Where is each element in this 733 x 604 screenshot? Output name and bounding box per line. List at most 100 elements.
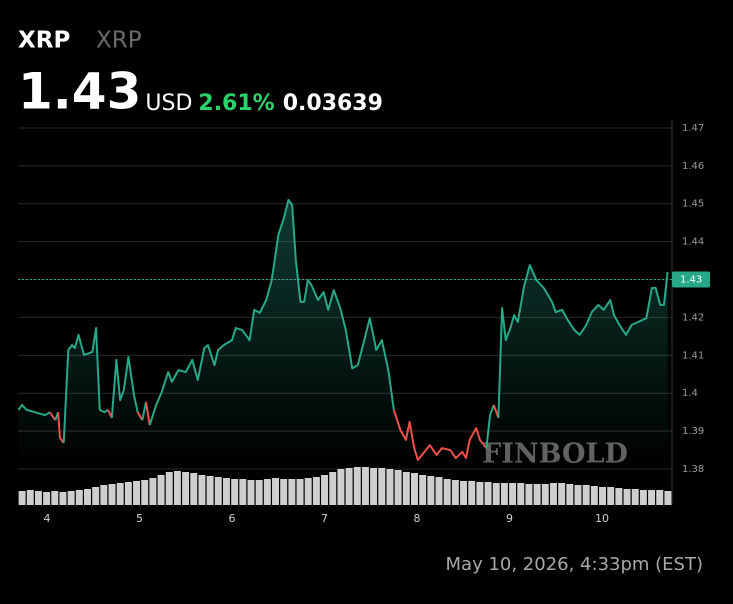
volume-bar: [198, 475, 206, 505]
volume-bar: [500, 483, 508, 505]
volume-bar: [443, 479, 451, 505]
symbol: XRP: [18, 28, 70, 54]
y-tick-label: 1.46: [682, 161, 704, 172]
y-tick-label: 1.42: [682, 312, 704, 323]
volume-bar: [51, 491, 59, 505]
volume-bar: [263, 479, 271, 505]
last-price-box: [672, 271, 710, 288]
volume-bar: [272, 478, 279, 505]
volume-bar: [353, 467, 361, 505]
volume-bar: [558, 483, 566, 505]
y-tick-label: 1.41: [682, 350, 704, 361]
change-amount: 0.03639: [283, 91, 383, 116]
x-tick-label: 4: [44, 512, 51, 525]
volume-bar: [321, 475, 329, 505]
volume-bar: [337, 469, 345, 505]
volume-bar: [427, 476, 435, 505]
volume-bar: [378, 468, 386, 505]
price-line: [17, 403, 51, 417]
volume-bar: [296, 479, 304, 505]
volume-bar: [173, 471, 181, 505]
price-line: [145, 401, 151, 426]
volume-bar: [190, 473, 198, 505]
volume-bar: [468, 481, 476, 505]
volume-bar: [590, 486, 598, 505]
volume-bar: [116, 483, 124, 505]
volume-bar: [631, 489, 639, 505]
volume-bar: [492, 483, 500, 505]
volume-bar: [59, 492, 67, 505]
price-line: [110, 355, 139, 418]
area-fill: [18, 199, 668, 471]
x-tick-label: 7: [321, 512, 328, 525]
y-tick-label: 1.4: [682, 388, 698, 399]
volume-bar: [517, 483, 525, 505]
volume-bar: [345, 468, 353, 505]
volume-bar: [574, 485, 582, 505]
volume-bar: [247, 480, 255, 505]
x-tick-label: 6: [229, 512, 236, 525]
volume-bar: [402, 472, 410, 505]
volume-bar: [509, 483, 517, 505]
volume-bar: [451, 480, 459, 505]
y-tick-label: 1.47: [682, 123, 704, 134]
y-tick-label: 1.44: [682, 237, 704, 248]
volume-bar: [149, 478, 157, 505]
volume-bar: [549, 483, 557, 505]
price-line: [57, 412, 65, 444]
volume-bar: [525, 484, 533, 505]
volume-bar: [312, 477, 320, 505]
volume-bar: [100, 485, 108, 505]
volume-bar: [582, 485, 590, 505]
volume-bar: [639, 490, 647, 505]
volume-bar: [656, 490, 664, 505]
volume-bar: [182, 472, 190, 505]
volume-bar: [255, 480, 263, 505]
volume-bar: [157, 475, 165, 505]
volume-bar: [141, 480, 149, 505]
volume-bar: [84, 489, 91, 505]
volume-bar: [599, 487, 606, 505]
volume-bar: [133, 481, 141, 505]
volume-bar: [43, 492, 51, 505]
volume-bar: [280, 479, 288, 505]
asset-name: XRP: [96, 28, 142, 54]
volume-bar: [386, 469, 394, 505]
volume-bar: [329, 472, 337, 505]
price-line: [141, 401, 147, 421]
volume-bar: [361, 467, 369, 505]
volume-bar: [533, 484, 541, 505]
volume-bar: [214, 477, 222, 505]
volume-bar: [18, 491, 26, 505]
volume-bar: [304, 478, 312, 505]
price-line: [485, 404, 495, 449]
header: XRP XRP: [18, 28, 142, 54]
timestamp: May 10, 2026, 4:33pm (EST): [446, 554, 703, 575]
volume-bar: [460, 481, 468, 505]
change-percent: 2.61%: [198, 91, 274, 116]
volume-bar: [206, 476, 214, 505]
x-tick-label: 9: [506, 512, 513, 525]
volume-bar: [124, 482, 132, 505]
volume-bar: [435, 477, 443, 505]
volume-bar: [288, 479, 296, 505]
volume-bar: [67, 491, 75, 505]
volume-bar: [566, 484, 574, 505]
price-line: [392, 409, 488, 461]
price-line: [48, 411, 57, 421]
volume-bar: [231, 479, 239, 505]
volume-bar: [239, 479, 247, 505]
volume-bar: [476, 482, 484, 505]
price-line: [136, 411, 144, 421]
volume-bar: [484, 482, 492, 505]
price-line: [497, 264, 669, 418]
price: 1.43: [18, 63, 141, 121]
volume-bar: [419, 475, 427, 505]
y-tick-label: 1.39: [682, 426, 704, 437]
x-tick-label: 5: [136, 512, 143, 525]
currency: USD: [145, 91, 192, 116]
y-tick-label: 1.45: [682, 199, 704, 210]
price-line: [62, 327, 109, 443]
x-tick-label: 10: [595, 512, 609, 525]
